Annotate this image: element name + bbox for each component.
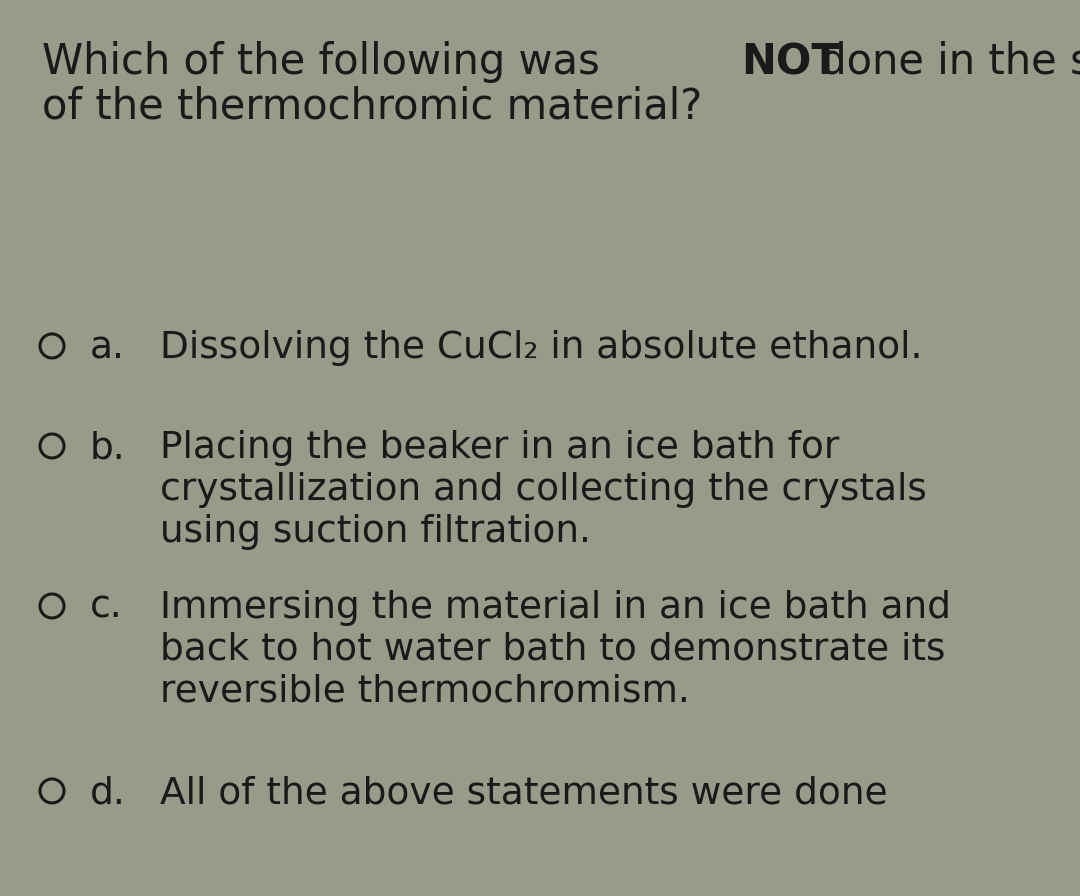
Text: All of the above statements were done: All of the above statements were done	[160, 775, 888, 811]
Text: NOT: NOT	[741, 41, 840, 83]
Text: Placing the beaker in an ice bath for: Placing the beaker in an ice bath for	[160, 430, 839, 466]
Text: Dissolving the CuCl₂ in absolute ethanol.: Dissolving the CuCl₂ in absolute ethanol…	[160, 330, 922, 366]
Text: a.: a.	[90, 330, 125, 366]
Text: done in the synthesis: done in the synthesis	[807, 41, 1080, 83]
Text: Immersing the material in an ice bath and: Immersing the material in an ice bath an…	[160, 590, 951, 626]
Text: d.: d.	[90, 775, 125, 811]
Text: Which of the following was: Which of the following was	[42, 41, 613, 83]
Text: crystallization and collecting the crystals: crystallization and collecting the cryst…	[160, 472, 927, 508]
Text: back to hot water bath to demonstrate its: back to hot water bath to demonstrate it…	[160, 632, 945, 668]
Text: reversible thermochromism.: reversible thermochromism.	[160, 674, 690, 710]
Text: b.: b.	[90, 430, 125, 466]
Text: using suction filtration.: using suction filtration.	[160, 514, 591, 550]
Text: c.: c.	[90, 590, 123, 626]
Text: of the thermochromic material?: of the thermochromic material?	[42, 85, 702, 127]
